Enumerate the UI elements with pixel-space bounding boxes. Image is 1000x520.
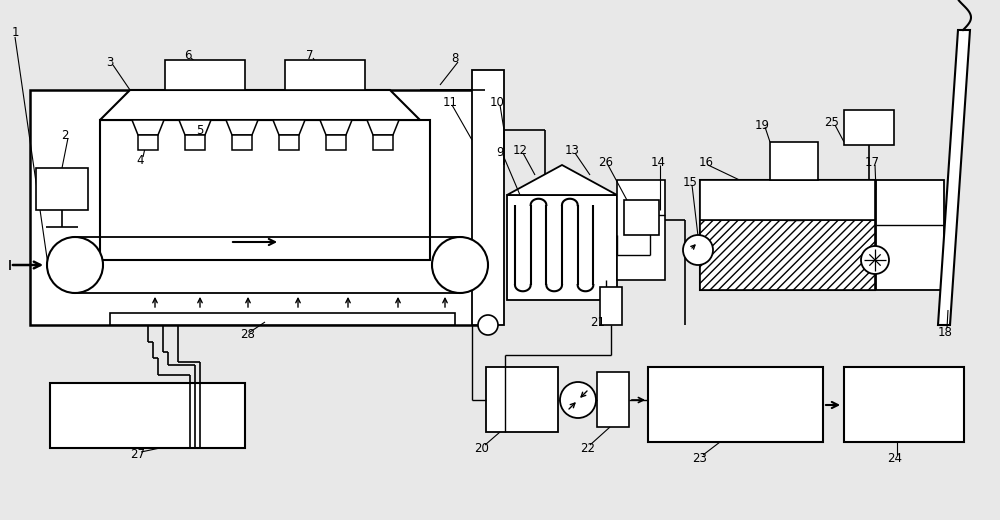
Bar <box>285 60 365 90</box>
Text: 13: 13 <box>565 144 579 157</box>
Text: 27: 27 <box>131 448 146 462</box>
Bar <box>700 180 875 290</box>
Circle shape <box>861 246 889 274</box>
Circle shape <box>47 237 103 293</box>
Bar <box>472 70 504 325</box>
Polygon shape <box>367 120 399 135</box>
Text: 23: 23 <box>693 451 707 464</box>
Polygon shape <box>132 120 164 135</box>
Text: 15: 15 <box>683 176 697 189</box>
Text: 10: 10 <box>490 96 504 109</box>
Bar <box>844 367 964 442</box>
Circle shape <box>432 237 488 293</box>
Circle shape <box>560 382 596 418</box>
Bar <box>700 180 875 220</box>
Text: 14: 14 <box>650 155 666 168</box>
Polygon shape <box>320 120 352 135</box>
Polygon shape <box>226 120 258 135</box>
Text: 19: 19 <box>755 119 770 132</box>
Bar <box>110 313 455 325</box>
Circle shape <box>478 315 498 335</box>
Bar <box>600 287 622 325</box>
Text: 9: 9 <box>496 146 504 159</box>
Bar <box>373 135 393 150</box>
Polygon shape <box>507 165 617 195</box>
Bar <box>185 135 205 150</box>
Bar <box>100 120 430 260</box>
Text: 7: 7 <box>306 48 314 61</box>
Text: 25: 25 <box>825 115 839 128</box>
Polygon shape <box>100 90 420 120</box>
Text: 8: 8 <box>451 51 459 64</box>
Text: 24: 24 <box>888 451 902 464</box>
Bar <box>597 372 629 427</box>
Bar <box>279 135 299 150</box>
Bar <box>617 180 665 280</box>
Text: 17: 17 <box>864 155 880 168</box>
Text: 1: 1 <box>11 25 19 38</box>
Polygon shape <box>179 120 211 135</box>
Bar <box>876 180 944 290</box>
Circle shape <box>683 235 713 265</box>
Bar <box>30 90 485 325</box>
Text: 4: 4 <box>136 153 144 166</box>
Bar <box>770 142 818 180</box>
Text: 2: 2 <box>61 128 69 141</box>
Text: 26: 26 <box>598 155 614 168</box>
Bar <box>138 135 158 150</box>
Text: 5: 5 <box>196 124 204 137</box>
Bar <box>844 110 894 145</box>
Bar <box>624 200 659 235</box>
Text: 18: 18 <box>938 326 952 339</box>
Text: 16: 16 <box>698 155 714 168</box>
Text: 11: 11 <box>442 96 458 109</box>
Text: 21: 21 <box>590 316 606 329</box>
Bar <box>326 135 346 150</box>
Text: 12: 12 <box>512 144 528 157</box>
Bar <box>165 60 245 90</box>
Text: 28: 28 <box>241 329 255 342</box>
Bar <box>486 367 558 432</box>
Bar <box>36 168 88 210</box>
Text: 3: 3 <box>106 56 114 69</box>
Text: 20: 20 <box>475 441 489 454</box>
Bar <box>700 220 875 290</box>
Text: 6: 6 <box>184 48 192 61</box>
Bar <box>648 367 823 442</box>
Polygon shape <box>938 30 970 325</box>
Bar <box>50 383 245 448</box>
Bar <box>232 135 252 150</box>
Polygon shape <box>273 120 305 135</box>
Bar <box>507 195 617 300</box>
Text: 22: 22 <box>580 441 596 454</box>
